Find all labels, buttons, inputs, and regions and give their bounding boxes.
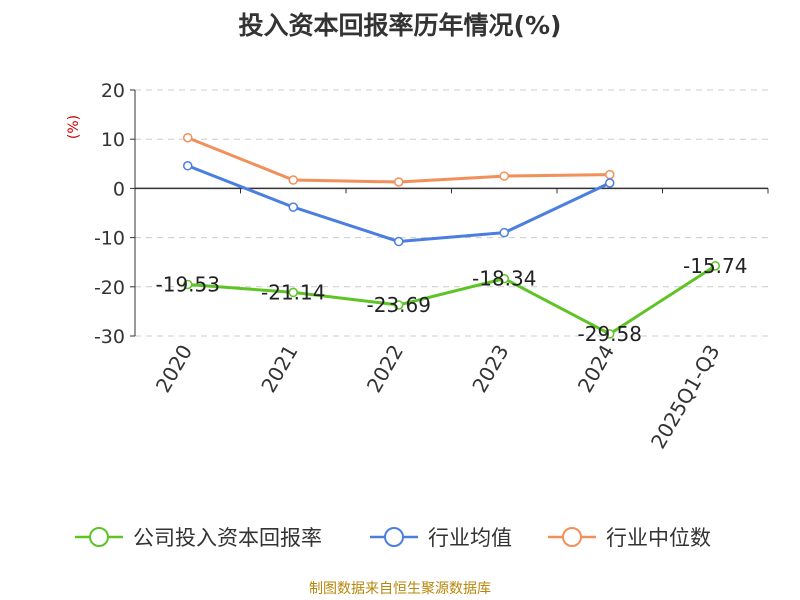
data-point bbox=[605, 329, 615, 339]
data-point bbox=[499, 227, 509, 238]
x-tick-label: 2024 bbox=[573, 341, 619, 397]
y-tick-label: 20 bbox=[101, 80, 125, 102]
data-label: -15.74 bbox=[683, 254, 747, 278]
data-point bbox=[288, 287, 298, 298]
data-point bbox=[710, 261, 720, 271]
data-point bbox=[288, 175, 298, 185]
legend-label: 行业中位数 bbox=[606, 526, 711, 550]
data-point bbox=[605, 178, 615, 188]
y-tick-label: -20 bbox=[94, 277, 125, 299]
legend[interactable]: 公司投入资本回报率 行业均值 行业中位数 bbox=[75, 526, 711, 550]
y-tick-label: -30 bbox=[94, 326, 125, 348]
x-tick-label: 2020 bbox=[151, 341, 197, 397]
legend-swatch-marker bbox=[562, 527, 582, 547]
legend-label: 行业均值 bbox=[428, 526, 512, 550]
grid-lines bbox=[135, 89, 768, 337]
series-line bbox=[187, 164, 611, 244]
data-point bbox=[288, 202, 298, 212]
data-label: -19.53 bbox=[156, 272, 220, 296]
legend-swatch-marker bbox=[89, 527, 109, 547]
data-point bbox=[183, 161, 193, 171]
data-label: -18.34 bbox=[472, 267, 536, 291]
data-point bbox=[394, 177, 404, 187]
series-lines bbox=[183, 132, 720, 339]
x-tick-label: 2022 bbox=[362, 341, 408, 397]
legend-item[interactable]: 行业中位数 bbox=[548, 526, 711, 550]
series-line bbox=[187, 264, 717, 336]
legend-item[interactable]: 行业均值 bbox=[370, 526, 512, 550]
y-tick-label: 0 bbox=[113, 178, 125, 200]
data-point bbox=[499, 171, 509, 181]
data-label: -21.14 bbox=[261, 280, 325, 304]
x-tick-label: 2025Q1-Q3 bbox=[646, 341, 725, 453]
data-point bbox=[183, 132, 193, 143]
data-point bbox=[605, 169, 615, 180]
data-label: -29.58 bbox=[578, 322, 642, 346]
y-axis-label: (%) bbox=[66, 115, 82, 139]
data-point bbox=[499, 273, 509, 284]
legend-swatch-marker bbox=[384, 527, 404, 547]
data-point bbox=[394, 236, 404, 247]
series-line bbox=[187, 136, 610, 184]
data-point bbox=[394, 300, 404, 310]
y-tick-label: 10 bbox=[101, 129, 125, 151]
y-tick-label: -10 bbox=[94, 228, 125, 250]
legend-label: 公司投入资本回报率 bbox=[133, 526, 322, 550]
data-labels: -19.53 -21.14 -23.69 -18.34 -29.58 -15.74 bbox=[156, 254, 748, 346]
legend-item[interactable]: 公司投入资本回报率 bbox=[75, 526, 322, 550]
axes: 20 10 0 -10 -20 -30 2020 2021 2022 2023 2024 2025Q1… bbox=[94, 80, 769, 453]
source-note: 制图数据来自恒生聚源数据库 bbox=[309, 581, 491, 597]
x-tick-label: 2021 bbox=[256, 341, 302, 397]
data-label: -23.69 bbox=[367, 293, 431, 317]
chart-title: 投入资本回报率历年情况(%) bbox=[238, 11, 562, 40]
x-tick-label: 2023 bbox=[467, 341, 513, 397]
data-point bbox=[183, 279, 193, 290]
